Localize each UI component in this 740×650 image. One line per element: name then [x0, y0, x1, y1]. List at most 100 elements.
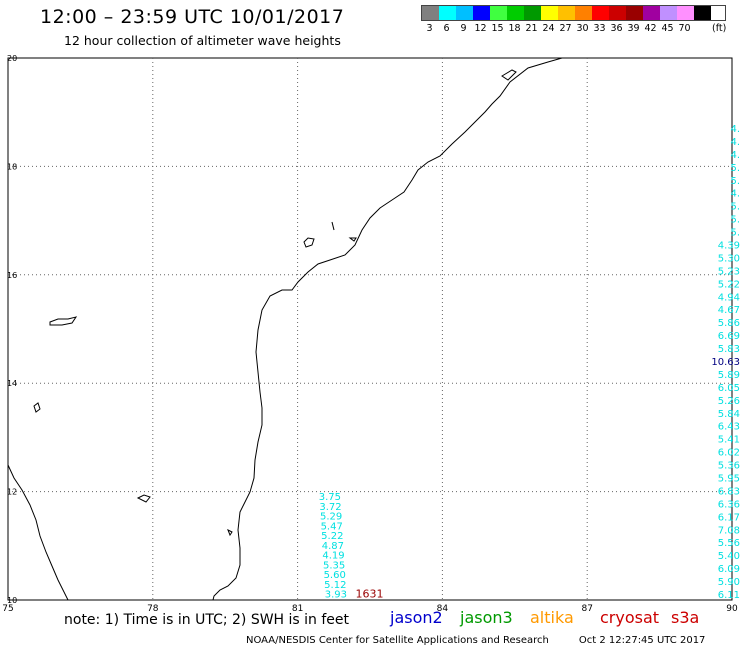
legend-swatch: [541, 6, 558, 20]
legend-label: 42: [644, 23, 657, 34]
lon-tick-label: 90: [726, 604, 738, 614]
wave-height-label: 4.87: [322, 541, 344, 552]
lat-tick-label: 16: [7, 271, 17, 280]
wave-height-label: 4.94: [718, 292, 740, 303]
legend-swatch: [643, 6, 660, 20]
wave-height-label: 6.09: [718, 564, 740, 575]
wave-height-label: 6.43: [718, 422, 740, 433]
wave-height-label: 5.23: [718, 266, 740, 277]
island-shape: [501, 69, 517, 81]
wave-height-label: 5.22: [718, 279, 740, 290]
wave-height-label: 5.: [730, 202, 740, 213]
lon-tick-label: 75: [2, 604, 13, 614]
legend-label: 3: [426, 23, 433, 34]
satellite-jason2: jason2: [390, 608, 443, 627]
legend-swatch: [473, 6, 490, 20]
legend-swatch: [439, 6, 456, 20]
wave-height-label: 5.47: [321, 521, 343, 532]
note-text: note: 1) Time is in UTC; 2) SWH is in fe…: [64, 612, 350, 628]
lat-tick-label: 12: [7, 488, 17, 497]
satellite-s3a: s3a: [671, 608, 700, 627]
legend-label: 33: [593, 23, 606, 34]
wave-height-label: 7.08: [718, 525, 740, 536]
legend-label: 70: [678, 23, 691, 34]
wave-height-label: 5.36: [718, 461, 740, 472]
credit-line: NOAA/NESDIS Center for Satellite Applica…: [246, 635, 705, 646]
legend-label: 36: [610, 23, 623, 34]
legend-swatch: [422, 6, 439, 20]
wave-height-label: 6.11: [718, 590, 740, 601]
wave-height-label: 5.30: [718, 253, 740, 264]
wave-height-label: 5.90: [718, 577, 740, 588]
legend-label: 6: [443, 23, 450, 34]
wave-height-label: 5.41: [718, 435, 740, 446]
wave-height-label: 6.17: [718, 512, 740, 523]
page-subtitle: 12 hour collection of altimeter wave hei…: [64, 33, 341, 48]
satellite-altika: altika: [530, 608, 574, 627]
credit-text: NOAA/NESDIS Center for Satellite Applica…: [246, 635, 549, 646]
wave-height-label: 4.: [730, 124, 740, 135]
legend-swatch: [507, 6, 524, 20]
color-legend: 3 6 9 12 15 18 21 24 27 30 33 36 39 42 45 70 (ft): [421, 5, 727, 34]
legend-label: 24: [542, 23, 555, 34]
lon-tick-label: 78: [147, 604, 159, 614]
page-title: 12:00 – 23:59 UTC 10/01/2017: [40, 6, 345, 28]
wave-height-label: 5.: [730, 215, 740, 226]
legend-swatch: [456, 6, 473, 20]
legend-unit: (ft): [712, 23, 727, 34]
legend-swatch: [490, 6, 507, 20]
legend-label: 39: [627, 23, 640, 34]
wave-height-label: 4.39: [718, 241, 740, 252]
wave-height-label: 6.02: [718, 448, 740, 459]
wave-height-label: 5.26: [718, 396, 740, 407]
legend-swatch: [677, 6, 694, 20]
legend-swatch: [609, 6, 626, 20]
legend-swatch: [558, 6, 575, 20]
wave-height-label: 5.60: [324, 570, 346, 581]
legend-label: 9: [460, 23, 467, 34]
legend-label: 45: [661, 23, 674, 34]
wave-height-label: 4.: [730, 189, 740, 200]
legend-swatch: [626, 6, 643, 20]
lat-tick-label: 18: [7, 162, 17, 171]
wave-height-label: 3.93: [325, 590, 347, 601]
legend-swatch: [694, 6, 711, 20]
legend-label: 30: [576, 23, 589, 34]
legend-labels: 3 6 9 12 15 18 21 24 27 30 33 36 39 42 45 70 (ft): [421, 23, 726, 34]
wave-height-label: 5.40: [718, 551, 740, 562]
wave-height-label: 5.29: [320, 512, 342, 523]
timestamp-text: Oct 2 12:27:45 UTC 2017: [578, 635, 706, 646]
coastline-east: [212, 57, 563, 601]
legend-label: 27: [559, 23, 572, 34]
lon-tick-label: 87: [581, 604, 592, 614]
island-shape: [303, 237, 315, 248]
wave-height-label: 5.: [730, 163, 740, 174]
legend-swatch: [660, 6, 677, 20]
island-shape: [348, 237, 357, 242]
wave-height-label: 4.67: [718, 305, 740, 316]
legend-swatches: [421, 5, 727, 21]
wave-height-label: 5.84: [718, 409, 740, 420]
wave-height-label: 5.35: [323, 560, 345, 571]
legend-label: 21: [525, 23, 538, 34]
legend-label: 15: [491, 23, 504, 34]
wave-height-label: 4.: [730, 137, 740, 148]
legend-swatch: [575, 6, 592, 20]
lon-tick-label: 84: [437, 604, 449, 614]
island-shape: [227, 528, 233, 537]
wave-height-label: 3.75: [319, 492, 341, 503]
wave-height-label: 6.05: [718, 383, 740, 394]
wave-height-label: 6.83: [718, 486, 740, 497]
wave-height-label: 5.12: [324, 580, 346, 591]
wave-height-label: 6.36: [718, 499, 740, 510]
satellite-jason3: jason3: [460, 608, 513, 627]
wave-height-label-extra: 1631: [356, 587, 384, 600]
satellite-cryosat: cryosat: [600, 608, 660, 627]
lon-tick-label: 81: [292, 604, 303, 614]
island-shape: [331, 221, 335, 231]
legend-swatch: [524, 6, 541, 20]
island-shape: [33, 402, 41, 413]
wave-height-label: 5.83: [718, 344, 740, 355]
legend-label: 12: [474, 23, 487, 34]
